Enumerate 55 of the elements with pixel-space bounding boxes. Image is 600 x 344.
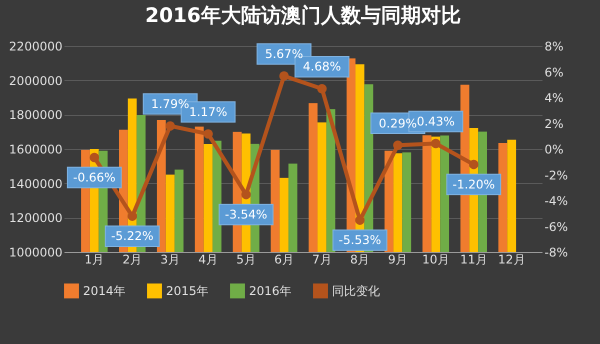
data-label: -1.20% <box>452 177 495 192</box>
y2-tick-label: 6% <box>544 65 564 80</box>
point <box>128 211 138 221</box>
point <box>355 215 365 225</box>
point <box>393 140 403 150</box>
x-tick-label: 7月 <box>312 252 332 266</box>
point <box>90 152 100 162</box>
point <box>241 190 251 200</box>
x-tick-label: 12月 <box>498 252 526 266</box>
y2-tick-label: -8% <box>544 246 568 260</box>
y-tick-label: 1000000 <box>9 246 62 260</box>
point <box>431 138 441 148</box>
y2-tick-label: -4% <box>544 194 568 208</box>
x-tick-label: 11月 <box>460 252 488 266</box>
x-tick-label: 2月 <box>122 252 142 266</box>
y-tick-label: 1800000 <box>9 108 62 122</box>
data-label: 0.29% <box>378 116 417 130</box>
data-label: 4.68% <box>302 60 342 74</box>
y-tick-label: 2200000 <box>9 40 62 54</box>
point <box>279 71 289 81</box>
x-tick-label: 6月 <box>274 252 294 266</box>
x-tick-label: 1月 <box>84 252 104 266</box>
x-tick-label: 8月 <box>350 252 370 266</box>
data-label: -5.53% <box>338 233 382 248</box>
x-tick-label: 4月 <box>198 252 218 266</box>
y2-tick-label: 0% <box>544 142 564 156</box>
y2-tick-label: 8% <box>544 40 564 54</box>
data-label: 1.17% <box>189 104 228 119</box>
x-tick-label: 5月 <box>236 252 256 266</box>
y-tick-label: 1400000 <box>9 176 62 191</box>
legend-label: 2015年 <box>166 284 209 298</box>
x-tick-label: 3月 <box>160 252 180 266</box>
y2-tick-label: -2% <box>544 168 568 182</box>
point <box>165 121 175 131</box>
y2-tick-label: 2% <box>544 116 564 131</box>
point <box>203 129 213 139</box>
y-tick-label: 1600000 <box>9 142 62 156</box>
y2-tick-label: 4% <box>544 91 564 105</box>
data-label: 0.43% <box>416 114 455 128</box>
y-tick-label: 1200000 <box>9 211 62 226</box>
y-tick-label: 2000000 <box>9 74 62 88</box>
data-label: 1.79% <box>151 96 190 111</box>
point <box>317 84 327 94</box>
chart-title: 2016年大陆访澳门人数与同期对比 <box>145 3 461 27</box>
data-label: -3.54% <box>224 208 268 222</box>
data-label: 5.67% <box>264 47 304 61</box>
data-label: -5.22% <box>111 229 154 244</box>
x-tick-label: 10月 <box>422 252 450 266</box>
x-tick-label: 9月 <box>388 252 408 266</box>
legend-label: 2014年 <box>83 284 126 298</box>
legend-label: 同比变化 <box>332 284 380 298</box>
y2-tick-label: -6% <box>544 220 568 234</box>
point <box>468 160 478 170</box>
data-label: -0.66% <box>73 170 116 184</box>
legend-label: 2016年 <box>249 284 292 298</box>
